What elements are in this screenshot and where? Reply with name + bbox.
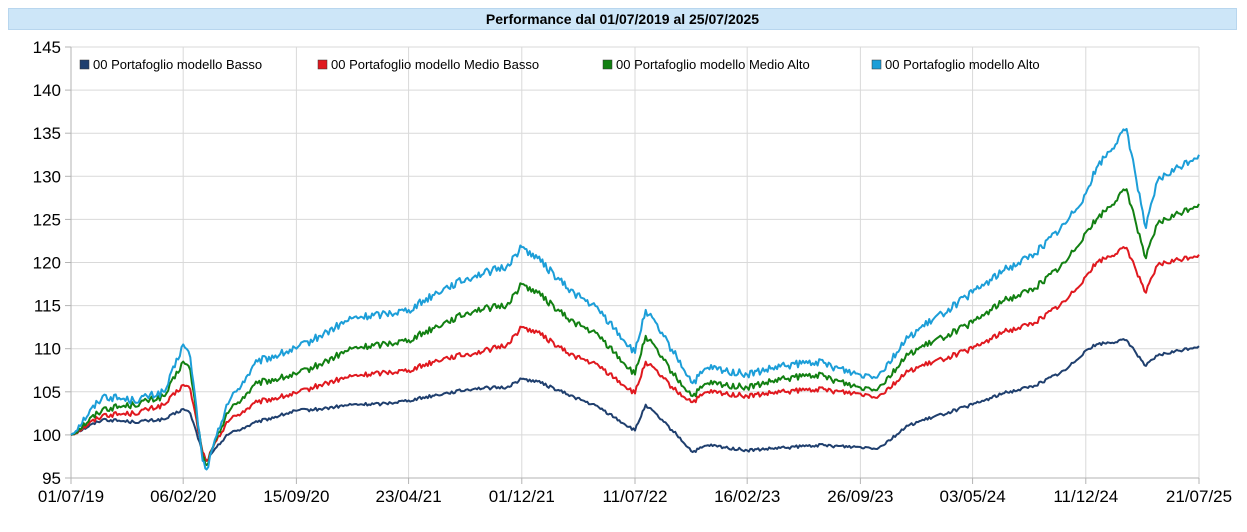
x-tick-label: 11/12/24 [1053,487,1118,506]
y-tick-label: 140 [33,81,61,100]
series-line [70,246,1200,462]
legend-label: 00 Portafoglio modello Alto [885,57,1040,72]
chart-title: Performance dal 01/07/2019 al 25/07/2025 [8,8,1237,30]
legend-swatch [871,59,882,70]
x-tick-label: 11/07/22 [603,487,668,506]
y-tick-label: 120 [33,254,61,273]
x-tick-label: 15/09/20 [263,487,329,506]
x-tick-label: 21/07/25 [1166,487,1232,506]
y-tick-label: 95 [42,469,61,488]
legend-label: 00 Portafoglio modello Medio Alto [616,57,810,72]
y-tick-label: 110 [34,340,61,359]
series-line [70,127,1200,471]
y-tick-label: 130 [33,167,61,186]
y-tick-label: 105 [33,383,61,402]
y-tick-label: 115 [34,297,61,316]
x-tick-label: 01/07/19 [38,487,104,506]
legend-swatch [79,59,90,70]
x-tick-label: 16/02/23 [714,487,780,506]
legend-label: 00 Portafoglio modello Basso [93,57,262,72]
legend-swatch [602,59,613,70]
series-lines [70,127,1200,471]
x-tick-label: 23/04/21 [375,487,441,506]
axes: 95 100 105 110 115 120 125 130 135 140 145 01/07/19… [33,38,1232,506]
y-tick-label: 145 [33,38,61,57]
y-tick-label: 135 [33,124,61,143]
legend: 00 Portafoglio modello Basso 00 Portafogl… [79,57,1040,72]
y-tick-label: 100 [33,426,61,445]
legend-label: 00 Portafoglio modello Medio Basso [331,57,539,72]
series-line [70,188,1200,467]
series-line [70,338,1200,462]
legend-swatch [317,59,328,70]
x-tick-label: 26/09/23 [827,487,893,506]
x-tick-label: 03/05/24 [939,487,1005,506]
x-tick-label: 06/02/20 [150,487,216,506]
y-tick-label: 125 [33,210,61,229]
x-tick-label: 01/12/21 [489,487,555,506]
